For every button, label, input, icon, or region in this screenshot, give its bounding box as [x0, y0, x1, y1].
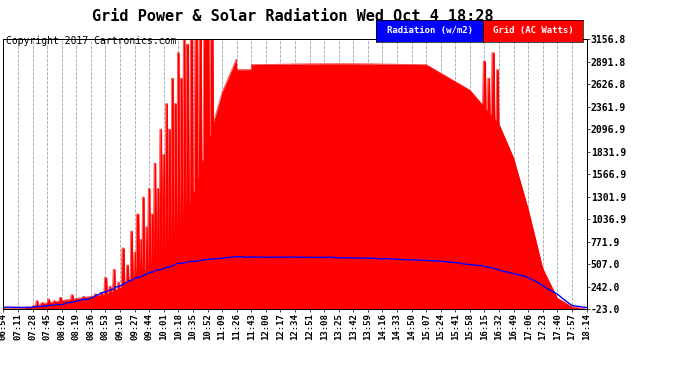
Text: Grid (AC Watts): Grid (AC Watts) [493, 26, 573, 35]
Text: Grid Power & Solar Radiation Wed Oct 4 18:28: Grid Power & Solar Radiation Wed Oct 4 1… [92, 9, 494, 24]
Text: Copyright 2017 Cartronics.com: Copyright 2017 Cartronics.com [6, 36, 176, 46]
Text: Radiation (w/m2): Radiation (w/m2) [386, 26, 473, 35]
